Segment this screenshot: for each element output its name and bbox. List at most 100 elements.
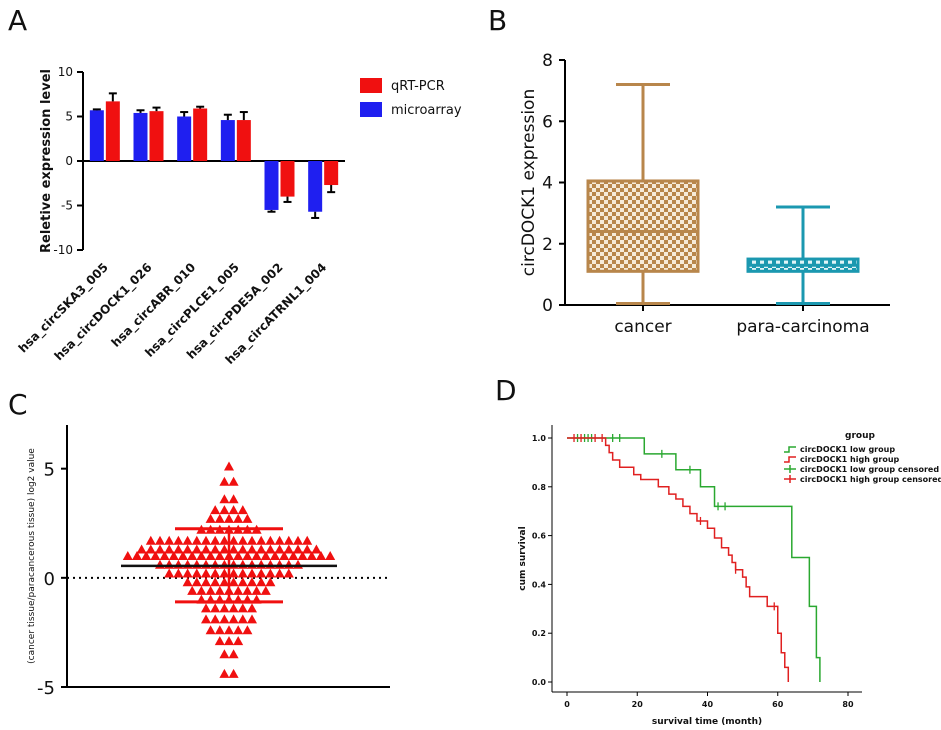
a-bar-microarray	[308, 161, 323, 212]
c-data-point	[159, 551, 170, 560]
c-data-point	[182, 568, 193, 578]
c-data-point	[155, 544, 165, 554]
c-data-point	[242, 625, 253, 635]
c-data-point	[214, 585, 225, 595]
c-data-point	[233, 585, 244, 595]
c-data-point	[219, 668, 230, 678]
a-y-tick-label: -10	[53, 243, 73, 257]
a-legend-swatch	[360, 78, 382, 93]
panel-c-letter: C	[8, 388, 28, 421]
c-data-point	[237, 544, 248, 554]
c-data-point	[325, 551, 336, 560]
c-data-point	[150, 551, 161, 560]
c-y-tick-label: 5	[44, 460, 55, 481]
c-data-point	[251, 585, 262, 595]
c-data-point	[265, 535, 276, 545]
c-data-point	[228, 603, 239, 613]
c-data-point	[219, 494, 230, 504]
a-bar-qrtpcr	[193, 108, 208, 161]
a-bar-microarray	[264, 161, 279, 210]
b-y-tick-label: 8	[542, 51, 553, 71]
c-data-point	[247, 535, 257, 545]
d-x-tick-label: 20	[632, 700, 644, 709]
c-y-tick-label: 0	[44, 569, 55, 590]
c-data-point	[214, 636, 225, 646]
c-data-point	[191, 535, 202, 545]
c-data-point	[164, 535, 175, 545]
c-data-point	[237, 577, 248, 587]
c-data-point	[132, 551, 142, 560]
c-data-point	[182, 544, 193, 554]
c-data-point	[256, 568, 267, 578]
c-data-point	[182, 535, 193, 545]
c-data-point	[247, 614, 257, 624]
c-data-point	[224, 513, 234, 523]
c-data-point	[233, 513, 244, 523]
a-x-tick-label: hsa_circABR_010	[109, 260, 199, 350]
d-curve-high-group	[567, 437, 790, 682]
a-bar-qrtpcr	[236, 120, 251, 161]
c-data-point	[145, 544, 156, 554]
c-data-point	[256, 559, 267, 569]
c-data-point	[210, 505, 221, 515]
c-data-point	[205, 625, 216, 635]
c-data-point	[247, 568, 257, 578]
c-data-point	[302, 535, 313, 545]
b-y-tick-label: 2	[542, 235, 553, 255]
c-data-point	[191, 544, 202, 554]
c-data-point	[274, 559, 285, 569]
d-x-tick-label: 80	[842, 700, 854, 709]
c-data-point	[210, 559, 221, 569]
c-data-point	[164, 544, 175, 554]
c-data-point	[283, 535, 294, 545]
c-data-point	[214, 625, 225, 635]
c-data-point	[173, 559, 184, 569]
d-legend-line-swatch	[784, 456, 796, 463]
c-data-point	[205, 551, 216, 560]
c-data-point	[228, 577, 239, 587]
c-data-point	[228, 494, 239, 504]
c-data-point	[187, 585, 198, 595]
c-data-point	[265, 568, 276, 578]
c-data-point	[214, 551, 225, 560]
c-data-point	[260, 585, 271, 595]
c-data-point	[242, 551, 253, 560]
panel-d-letter: D	[495, 374, 517, 407]
panel-a-letter: A	[8, 4, 27, 37]
a-y-tick-label: 0	[65, 154, 73, 168]
d-y-tick-label: 0.4	[532, 580, 547, 589]
c-data-point	[265, 559, 276, 569]
c-data-point	[173, 535, 184, 545]
c-data-point	[256, 535, 267, 545]
a-bar-qrtpcr	[149, 111, 164, 161]
c-data-point	[205, 513, 216, 523]
c-data-point	[274, 544, 285, 554]
c-data-point	[201, 535, 211, 545]
c-data-point	[237, 535, 248, 545]
d-y-tick-label: 0.8	[532, 483, 547, 492]
d-x-axis-label: survival time (month)	[652, 717, 762, 727]
c-data-point	[279, 551, 290, 560]
a-bar-qrtpcr	[280, 161, 295, 197]
c-data-point	[247, 559, 257, 569]
c-data-point	[219, 568, 230, 578]
c-data-point	[219, 614, 230, 624]
c-data-point	[302, 544, 313, 554]
b-y-axis-label: circDOCK1 expression	[519, 89, 539, 276]
c-data-point	[164, 559, 175, 569]
c-data-point	[265, 577, 276, 587]
d-legend-line-swatch	[784, 446, 796, 453]
c-data-point	[288, 551, 299, 560]
c-data-point	[191, 568, 202, 578]
c-data-point	[173, 568, 184, 578]
a-y-axis-label: Reletive expression level	[39, 69, 54, 253]
a-legend-swatch	[360, 102, 382, 117]
c-data-point	[228, 614, 239, 624]
c-data-point	[224, 461, 234, 471]
c-data-point	[187, 551, 198, 560]
d-legend-label: circDOCK1 high group censored	[800, 475, 941, 484]
c-data-point	[247, 577, 257, 587]
c-data-point	[228, 568, 239, 578]
